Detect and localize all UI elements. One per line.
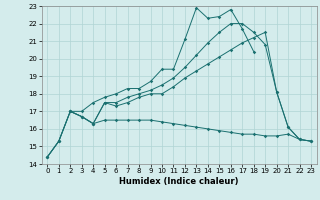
- X-axis label: Humidex (Indice chaleur): Humidex (Indice chaleur): [119, 177, 239, 186]
